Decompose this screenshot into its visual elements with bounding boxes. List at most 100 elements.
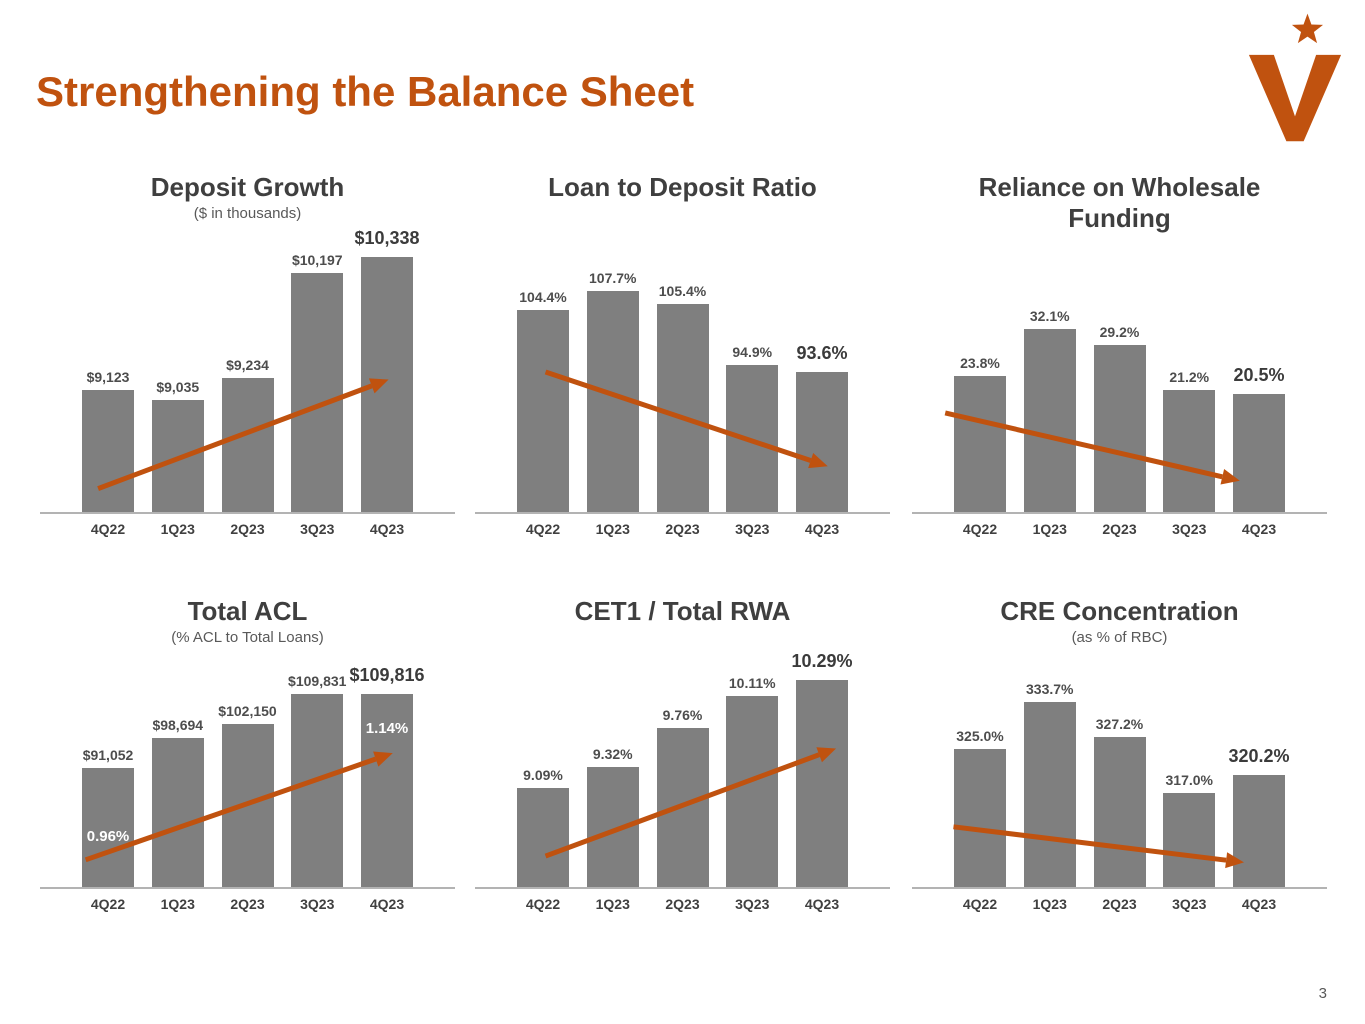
bar-value-label: $98,694	[152, 717, 204, 733]
chart-title: CRE Concentration	[1000, 596, 1239, 626]
chart-deposit-growth: Deposit Growth ($ in thousands) $9,123 $9…	[40, 172, 455, 537]
bar: 105.4%	[656, 283, 709, 512]
plot-area: $9,123 $9,035 $9,234 $10,197 $10,338	[40, 225, 455, 514]
bar-value-label: 20.5%	[1233, 365, 1285, 385]
chart-subtitle: (as % of RBC)	[1071, 628, 1168, 646]
bar: 327.2%	[1093, 716, 1146, 887]
x-axis-label: 2Q23	[230, 521, 265, 537]
chart-loan-to-deposit-ratio: Loan to Deposit Ratio 104.4% 107.7% 105.4%…	[475, 172, 890, 537]
x-axis-label: 1Q23	[1032, 896, 1067, 912]
x-axis-label: 4Q23	[804, 521, 840, 537]
bar: $9,123	[82, 369, 134, 512]
plot-area: 325.0% 333.7% 327.2% 317.0% 320.2%	[912, 649, 1327, 889]
star-v-logo-icon	[1248, 13, 1342, 142]
bar: 20.5%	[1233, 365, 1285, 512]
bar: 320.2%	[1228, 746, 1290, 887]
bar: 10.11%	[726, 675, 779, 887]
x-axis-label: 2Q23	[1102, 896, 1137, 912]
bar-inner-label: 0.96%	[86, 828, 130, 845]
bar: 325.0%	[954, 728, 1006, 887]
bar: 9.32%	[586, 746, 639, 887]
slide-title: Strengthening the Balance Sheet	[36, 68, 695, 115]
bar-value-label: $109,816	[349, 665, 425, 685]
bar-value-label: 317.0%	[1165, 772, 1213, 788]
bar-value-label: 107.7%	[589, 270, 637, 286]
plot-area: $91,052 0.96% $98,694 $102,150 $109,831 $109,…	[40, 649, 455, 889]
bar-value-label: 9.76%	[662, 707, 703, 723]
bar-value-label: 320.2%	[1228, 746, 1290, 766]
x-axis-label: 4Q22	[962, 896, 998, 912]
bar-value-label: 29.2%	[1099, 324, 1140, 340]
bar-value-label: 93.6%	[796, 343, 848, 363]
x-axis-label: 2Q23	[1102, 521, 1137, 537]
bar: 104.4%	[517, 289, 569, 512]
bar-value-label: 10.29%	[791, 651, 853, 671]
bar: 29.2%	[1093, 324, 1146, 512]
chart-title: Loan to Deposit Ratio	[548, 172, 817, 202]
x-axis-label: 4Q22	[90, 896, 126, 912]
bar: $98,694	[151, 717, 204, 887]
bar: $102,150	[218, 703, 277, 887]
bar-value-label: 327.2%	[1095, 716, 1144, 732]
x-axis-label: 2Q23	[665, 521, 700, 537]
x-axis-label: 3Q23	[735, 896, 770, 912]
bar: $109,831	[288, 673, 346, 887]
bar-value-label: 104.4%	[519, 289, 567, 305]
x-axis-label: 4Q22	[525, 521, 561, 537]
bar-value-label: $109,831	[288, 673, 347, 689]
x-axis-labels: 4Q22 1Q23 2Q23 3Q23 4Q23	[912, 514, 1327, 537]
bar-value-label: $9,234	[226, 357, 269, 373]
bar: $9,234	[221, 357, 274, 512]
bar-inner-label: 1.14%	[365, 720, 409, 737]
x-axis-label: 3Q23	[1172, 896, 1207, 912]
x-axis-label: 4Q22	[962, 521, 998, 537]
bar: $10,338	[354, 228, 420, 512]
x-axis-label: 1Q23	[595, 521, 630, 537]
chart-cre-concentration: CRE Concentration (as % of RBC) 325.0% 33…	[912, 596, 1327, 912]
x-axis-label: 4Q23	[369, 521, 405, 537]
chart-title: CET1 / Total RWA	[574, 596, 791, 626]
bar: 93.6%	[796, 343, 848, 512]
x-axis-label: 1Q23	[1032, 521, 1067, 537]
bar-value-label: $9,035	[156, 379, 200, 395]
bar: 317.0%	[1163, 772, 1216, 887]
plot-area: 9.09% 9.32% 9.76% 10.11% 10.29%	[475, 627, 890, 889]
x-axis-label: 4Q23	[1241, 521, 1277, 537]
chart-title: Total ACL	[187, 596, 308, 626]
bar: $10,197	[291, 252, 344, 512]
x-axis-labels: 4Q22 1Q23 2Q23 3Q23 4Q23	[40, 889, 455, 912]
bar-value-label: 9.32%	[592, 746, 633, 762]
bar: 32.1%	[1023, 308, 1076, 512]
bar-value-label: 10.11%	[728, 675, 776, 691]
x-axis-labels: 4Q22 1Q23 2Q23 3Q23 4Q23	[475, 514, 890, 537]
x-axis-label: 3Q23	[300, 521, 335, 537]
bar-value-label: $102,150	[218, 703, 277, 719]
bar-value-label: 94.9%	[732, 344, 773, 360]
x-axis-label: 3Q23	[300, 896, 335, 912]
bar-value-label: $91,052	[82, 747, 134, 763]
chart-wholesale-funding: Reliance on Wholesale Funding 23.8% 32.1%…	[912, 172, 1327, 537]
chart-total-acl: Total ACL (% ACL to Total Loans) $91,052…	[40, 596, 455, 912]
x-axis-labels: 4Q22 1Q23 2Q23 3Q23 4Q23	[475, 889, 890, 912]
x-axis-label: 1Q23	[160, 896, 195, 912]
bar-value-label: 9.09%	[523, 767, 563, 783]
chart-cet1-total-rwa: CET1 / Total RWA 9.09% 9.32% 9.76% 10.11% 10…	[475, 596, 890, 912]
x-axis-label: 2Q23	[230, 896, 265, 912]
chart-title: Deposit Growth	[150, 172, 345, 202]
x-axis-label: 4Q23	[1241, 896, 1277, 912]
x-axis-label: 3Q23	[1172, 521, 1207, 537]
bar-value-label: $9,123	[86, 369, 130, 385]
bar-value-label: 21.2%	[1169, 369, 1210, 385]
x-axis-label: 1Q23	[595, 896, 630, 912]
chart-title: Reliance on Wholesale Funding	[978, 172, 1261, 233]
plot-area: 104.4% 107.7% 105.4% 94.9% 93.6%	[475, 203, 890, 514]
bar: 107.7%	[586, 270, 639, 512]
x-axis-label: 4Q23	[804, 896, 840, 912]
x-axis-label: 2Q23	[665, 896, 700, 912]
bar: $109,816 1.14%	[349, 665, 425, 887]
x-axis-label: 1Q23	[160, 521, 195, 537]
bar: 10.29%	[791, 651, 853, 887]
x-axis-label: 4Q22	[90, 521, 126, 537]
x-axis-labels: 4Q22 1Q23 2Q23 3Q23 4Q23	[40, 514, 455, 537]
